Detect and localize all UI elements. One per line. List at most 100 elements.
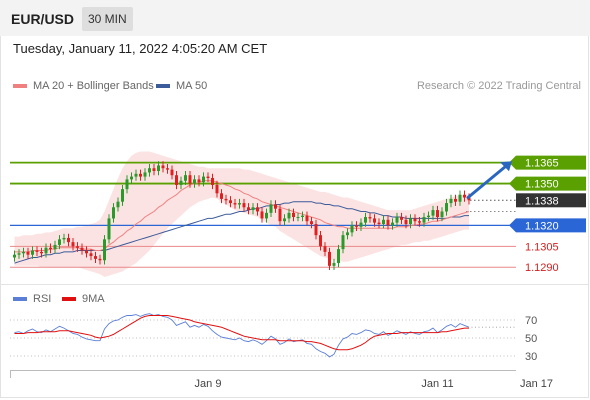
candle-body xyxy=(400,217,403,220)
candle-body xyxy=(292,212,295,218)
projection-arrow-shaft xyxy=(466,163,509,200)
candle-body xyxy=(422,217,426,223)
candle-body xyxy=(197,179,201,183)
candle-body xyxy=(67,237,70,243)
candle-body xyxy=(256,207,259,212)
candle-body xyxy=(242,203,246,208)
candle-body xyxy=(130,176,133,180)
candle-body xyxy=(265,212,268,219)
candle-body xyxy=(58,239,61,245)
candle-body xyxy=(125,179,129,190)
candle-body xyxy=(215,184,219,194)
candle-body xyxy=(233,203,237,205)
candle-body xyxy=(404,219,408,225)
candle-body xyxy=(386,219,390,226)
candle-body xyxy=(445,203,448,212)
ma50-swatch xyxy=(156,84,170,89)
legend-ma50: MA 50 xyxy=(156,80,207,92)
candle-body xyxy=(431,210,435,216)
candle-body xyxy=(260,211,264,219)
candle-body xyxy=(332,263,336,266)
candle-body xyxy=(224,198,228,201)
candle-body xyxy=(175,175,178,185)
candle-body xyxy=(274,204,277,209)
candle-body xyxy=(283,218,286,222)
ma20-line xyxy=(14,180,470,253)
candle-body xyxy=(62,237,66,240)
research-credit: Research © 2022 Trading Central xyxy=(416,80,581,92)
candle-body xyxy=(427,215,430,218)
candle-body xyxy=(449,198,453,204)
candle-body xyxy=(107,218,111,240)
candle-body xyxy=(179,180,183,185)
candle-body xyxy=(346,232,349,236)
panel-separator xyxy=(1,284,588,285)
candle-body xyxy=(377,222,381,225)
level-label-1.1290: 1.1290 xyxy=(525,262,559,274)
legend-9ma: 9MA xyxy=(62,293,105,305)
candle-body xyxy=(409,218,412,225)
candle-body xyxy=(314,224,318,236)
candle-body xyxy=(53,244,57,250)
level-label-1.1305: 1.1305 xyxy=(525,241,559,253)
timeframe-button[interactable]: 30 MIN xyxy=(82,7,133,31)
candle-body xyxy=(35,250,39,252)
candle-body xyxy=(49,247,52,250)
candle-body xyxy=(382,219,385,225)
candle-body xyxy=(251,207,255,211)
candle-body xyxy=(157,165,160,172)
ma20-swatch xyxy=(13,84,27,89)
ma9-swatch xyxy=(62,297,76,302)
candle-body xyxy=(350,225,354,233)
candle-body xyxy=(229,200,232,204)
legend-9ma-label: 9MA xyxy=(82,293,105,305)
candles-group xyxy=(13,161,471,271)
candle-body xyxy=(103,239,106,261)
candle-body xyxy=(269,204,273,213)
level-label-1.1320: 1.1320 xyxy=(525,220,559,232)
candle-body xyxy=(458,194,462,202)
candle-body xyxy=(395,217,399,223)
candle-body xyxy=(238,203,241,205)
level-label-1.1350: 1.1350 xyxy=(525,179,559,191)
candle-body xyxy=(148,168,151,173)
candle-body xyxy=(116,201,120,208)
label-box-1.1350 xyxy=(509,176,586,191)
candle-body xyxy=(170,169,174,176)
candle-body xyxy=(323,246,327,252)
candle-body xyxy=(89,253,93,257)
x-tick-label-Jan-17: Jan 17 xyxy=(520,378,553,390)
candle-body xyxy=(26,251,30,255)
legend-ma20-label: MA 20 + Bollinger Bands xyxy=(33,80,154,92)
candle-body xyxy=(206,176,210,178)
candle-body xyxy=(220,193,223,199)
candle-body xyxy=(364,217,367,223)
candle-body xyxy=(166,168,169,170)
candle-body xyxy=(319,235,322,247)
candle-body xyxy=(40,251,43,254)
candle-body xyxy=(112,207,115,219)
rsi-level-label-50: 50 xyxy=(525,333,537,345)
currency-pair-title: EUR/USD xyxy=(11,11,75,27)
projection-arrow-head xyxy=(500,161,512,172)
label-box-1.1320 xyxy=(509,218,586,233)
candle-body xyxy=(202,176,205,183)
candle-body xyxy=(359,222,363,227)
candle-body xyxy=(134,173,138,177)
ma50-line xyxy=(14,201,469,264)
level-label-1.1365: 1.1365 xyxy=(525,158,559,170)
candle-body xyxy=(467,197,471,201)
candle-body xyxy=(71,242,75,247)
label-box-1.1365 xyxy=(509,155,586,170)
legend-ma20: MA 20 + Bollinger Bands xyxy=(13,80,154,92)
candle-body xyxy=(143,172,147,177)
chart-frame xyxy=(0,36,589,398)
candle-body xyxy=(328,251,331,266)
candle-body xyxy=(391,222,394,226)
candle-body xyxy=(368,217,372,219)
x-tick-label-Jan-11: Jan 11 xyxy=(421,378,453,390)
candle-body xyxy=(98,258,102,261)
candle-body xyxy=(341,235,345,250)
candle-body xyxy=(211,177,214,185)
